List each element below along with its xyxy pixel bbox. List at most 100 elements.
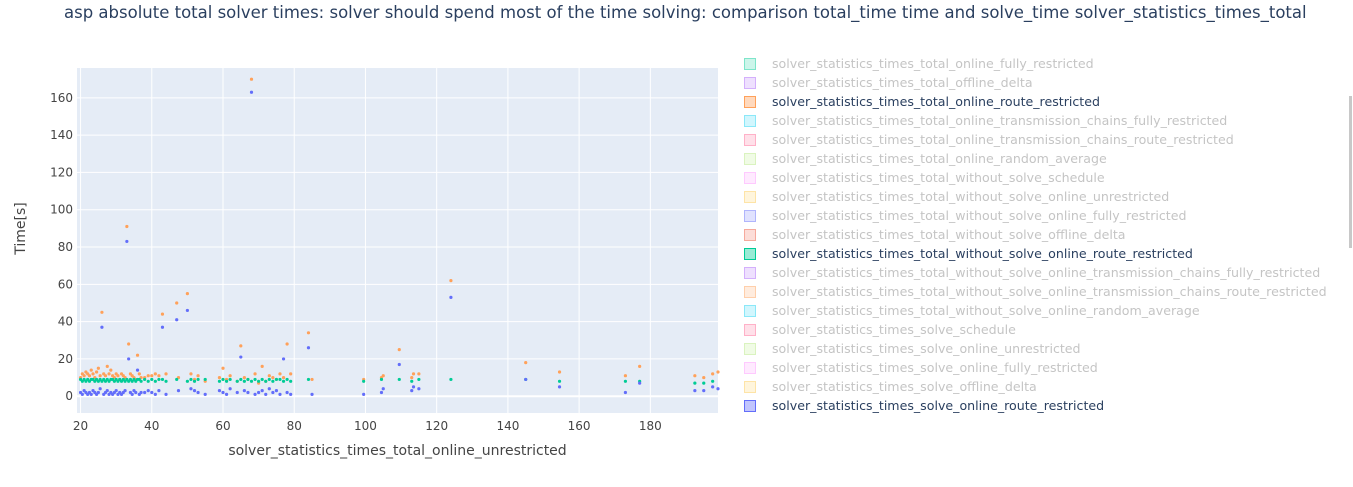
data-point[interactable] xyxy=(289,372,293,376)
data-point[interactable] xyxy=(135,353,140,357)
data-point[interactable] xyxy=(449,377,453,382)
data-point[interactable] xyxy=(281,375,286,380)
data-point[interactable] xyxy=(267,377,271,382)
data-point[interactable] xyxy=(379,390,384,395)
data-point[interactable] xyxy=(125,239,129,244)
data-point[interactable] xyxy=(228,377,232,382)
data-point[interactable] xyxy=(164,392,168,396)
data-point[interactable] xyxy=(410,379,414,383)
data-point[interactable] xyxy=(185,308,189,313)
data-point[interactable] xyxy=(289,379,293,383)
data-point[interactable] xyxy=(185,379,189,383)
data-point[interactable] xyxy=(127,342,131,346)
data-point[interactable] xyxy=(411,385,416,389)
data-point[interactable] xyxy=(114,389,118,393)
data-point[interactable] xyxy=(203,392,207,396)
data-point[interactable] xyxy=(693,381,697,385)
data-point[interactable] xyxy=(157,389,161,393)
legend-item[interactable]: solver_statistics_times_total_without_so… xyxy=(742,282,1327,301)
data-point[interactable] xyxy=(289,392,293,396)
data-point[interactable] xyxy=(281,379,286,383)
data-point[interactable] xyxy=(623,390,628,395)
data-point[interactable] xyxy=(235,390,239,395)
data-point[interactable] xyxy=(306,331,311,335)
data-point[interactable] xyxy=(185,292,189,296)
data-point[interactable] xyxy=(157,377,161,382)
data-point[interactable] xyxy=(310,377,314,382)
data-point[interactable] xyxy=(285,342,289,346)
data-point[interactable] xyxy=(693,374,697,378)
data-point[interactable] xyxy=(281,357,286,361)
legend-item[interactable]: solver_statistics_times_total_without_so… xyxy=(742,301,1200,320)
data-point[interactable] xyxy=(379,377,384,382)
legend-item[interactable]: solver_statistics_times_total_offline_de… xyxy=(742,73,1033,92)
data-point[interactable] xyxy=(274,377,279,382)
data-point[interactable] xyxy=(246,390,250,395)
data-point[interactable] xyxy=(306,346,311,350)
data-point[interactable] xyxy=(192,379,197,383)
data-point[interactable] xyxy=(271,379,275,383)
data-point[interactable] xyxy=(242,379,246,383)
data-point[interactable] xyxy=(711,385,715,389)
data-point[interactable] xyxy=(127,357,131,361)
data-point[interactable] xyxy=(260,364,264,368)
data-point[interactable] xyxy=(249,90,254,94)
data-point[interactable] xyxy=(524,361,528,365)
legend-item[interactable]: solver_statistics_times_total_online_ful… xyxy=(742,56,1094,73)
legend-item[interactable]: solver_statistics_times_solve_online_rou… xyxy=(742,396,1104,415)
data-point[interactable] xyxy=(160,325,165,329)
legend-item[interactable]: solver_statistics_times_total_without_so… xyxy=(742,225,1126,244)
data-point[interactable] xyxy=(274,389,279,393)
data-point[interactable] xyxy=(253,372,257,376)
legend-item[interactable]: solver_statistics_times_solve_online_ful… xyxy=(742,358,1098,377)
data-point[interactable] xyxy=(139,390,143,395)
data-point[interactable] xyxy=(164,379,168,383)
data-point[interactable] xyxy=(257,379,261,383)
data-point[interactable] xyxy=(217,375,222,380)
data-point[interactable] xyxy=(221,377,225,382)
data-point[interactable] xyxy=(80,392,84,396)
data-point[interactable] xyxy=(175,301,179,305)
data-point[interactable] xyxy=(716,387,720,391)
data-point[interactable] xyxy=(189,387,193,391)
data-point[interactable] xyxy=(449,295,453,299)
data-point[interactable] xyxy=(449,278,453,283)
data-point[interactable] xyxy=(146,374,150,378)
data-point[interactable] xyxy=(417,372,421,376)
legend-item[interactable]: solver_statistics_times_solve_offline_de… xyxy=(742,377,1037,396)
data-point[interactable] xyxy=(107,372,111,376)
data-point[interactable] xyxy=(702,375,706,380)
data-point[interactable] xyxy=(693,389,697,393)
data-point[interactable] xyxy=(105,389,109,393)
data-point[interactable] xyxy=(100,310,104,314)
data-point[interactable] xyxy=(381,387,385,391)
data-point[interactable] xyxy=(638,364,642,368)
data-point[interactable] xyxy=(623,374,628,378)
data-point[interactable] xyxy=(264,392,268,396)
data-point[interactable] xyxy=(116,374,120,378)
data-point[interactable] xyxy=(196,374,200,378)
legend-item[interactable]: solver_statistics_times_total_without_so… xyxy=(742,244,1193,263)
data-point[interactable] xyxy=(157,374,161,378)
data-point[interactable] xyxy=(160,377,165,382)
data-point[interactable] xyxy=(381,374,385,378)
data-point[interactable] xyxy=(711,372,715,376)
data-point[interactable] xyxy=(557,379,562,383)
data-point[interactable] xyxy=(702,381,706,385)
data-point[interactable] xyxy=(239,344,243,348)
data-point[interactable] xyxy=(189,372,193,376)
data-point[interactable] xyxy=(228,387,232,391)
data-point[interactable] xyxy=(153,392,157,396)
data-point[interactable] xyxy=(203,377,207,382)
data-point[interactable] xyxy=(189,377,193,382)
data-point[interactable] xyxy=(123,389,127,393)
data-point[interactable] xyxy=(242,389,246,393)
data-point[interactable] xyxy=(192,389,197,393)
data-point[interactable] xyxy=(271,390,275,395)
data-point[interactable] xyxy=(146,379,150,383)
data-point[interactable] xyxy=(94,370,99,374)
legend-item[interactable]: solver_statistics_times_total_without_so… xyxy=(742,187,1169,206)
data-point[interactable] xyxy=(249,379,254,383)
data-point[interactable] xyxy=(716,370,720,374)
data-point[interactable] xyxy=(278,372,282,376)
